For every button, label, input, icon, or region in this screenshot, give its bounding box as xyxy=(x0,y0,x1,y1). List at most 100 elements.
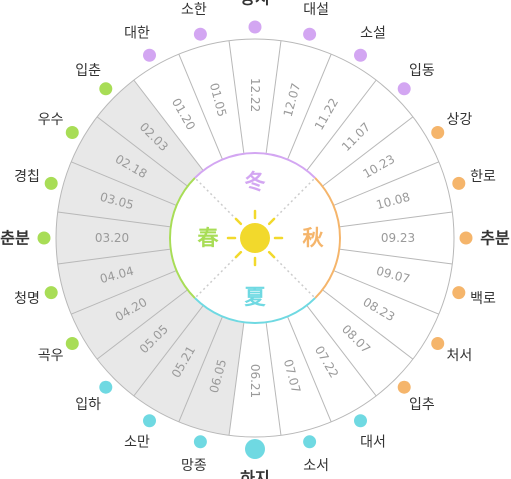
term-date: 01.05 xyxy=(207,81,229,118)
term-dot xyxy=(431,126,445,139)
term-dot xyxy=(354,414,367,428)
term-name: 입하 xyxy=(75,397,101,413)
autumn-arc xyxy=(314,177,341,299)
term-name: 춘분 xyxy=(0,229,30,248)
term-name: 청명 xyxy=(14,291,40,307)
term-dot-layer xyxy=(37,20,473,459)
term-dot xyxy=(431,337,445,350)
season-label-layer: 冬 春 秋 夏 xyxy=(198,170,325,309)
season-autumn-label: 秋 xyxy=(303,226,325,250)
shaded-sector xyxy=(57,161,177,227)
term-dot xyxy=(143,48,156,62)
sector-layer xyxy=(56,80,244,436)
sector-divider xyxy=(322,116,414,187)
term-date: 09.07 xyxy=(375,264,412,286)
shaded-sector xyxy=(57,249,177,315)
shaded-sector xyxy=(56,212,171,264)
shaded-sector xyxy=(178,316,244,436)
sun-icon xyxy=(226,209,284,267)
sun-core xyxy=(240,223,270,253)
summer-arc xyxy=(194,297,316,324)
term-name: 대설 xyxy=(303,2,329,18)
season-summer-label: 夏 xyxy=(245,285,267,309)
sector-divider xyxy=(339,211,453,228)
sector-divider xyxy=(228,322,245,436)
term-name: 우수 xyxy=(38,112,64,128)
sector-divider xyxy=(287,316,332,423)
term-date: 12.07 xyxy=(281,81,303,118)
shaded-sector xyxy=(97,80,204,187)
term-date: 11.22 xyxy=(312,96,341,133)
term-dot xyxy=(99,380,113,394)
term-dot xyxy=(143,414,156,428)
sector-divider xyxy=(306,79,377,171)
term-name: 망종 xyxy=(181,458,207,474)
shaded-sector xyxy=(133,305,223,422)
shaded-sector xyxy=(71,270,188,360)
term-dot xyxy=(397,380,411,394)
term-date: 07.07 xyxy=(281,358,303,395)
sector-divider xyxy=(70,270,177,315)
term-name: 대한 xyxy=(124,26,150,42)
sector-divider xyxy=(339,248,453,265)
sector-divider xyxy=(57,248,171,265)
sector-divider xyxy=(96,116,188,187)
sector-divider xyxy=(133,79,204,171)
sun-ray xyxy=(234,250,243,259)
term-dot xyxy=(354,48,367,62)
sector-divider xyxy=(228,40,245,154)
term-name: 상강 xyxy=(446,112,472,128)
sector-divider xyxy=(57,211,171,228)
term-name: 한로 xyxy=(470,169,496,185)
term-name: 곡우 xyxy=(38,348,64,364)
term-dot xyxy=(248,20,262,34)
term-name: 추분 xyxy=(480,229,510,248)
term-date: 03.20 xyxy=(95,231,129,245)
term-dot xyxy=(99,82,113,96)
term-date: 10.23 xyxy=(360,152,397,181)
term-name: 하지 xyxy=(240,469,269,479)
term-date: 12.22 xyxy=(248,78,262,112)
term-dot xyxy=(193,27,207,41)
spring-arc xyxy=(169,177,196,299)
sector-divider xyxy=(178,53,223,160)
sector-divider xyxy=(96,289,188,360)
term-date: 08.07 xyxy=(339,322,373,356)
shaded-sector xyxy=(71,116,188,206)
term-dot xyxy=(65,126,79,139)
term-dot xyxy=(44,176,58,190)
sector-divider xyxy=(287,53,332,160)
term-name: 동지 xyxy=(240,0,269,8)
term-dot xyxy=(37,231,51,245)
sector-divider xyxy=(70,161,177,206)
term-name: 대서 xyxy=(360,434,386,450)
term-date: 08.23 xyxy=(360,295,397,324)
term-dot xyxy=(303,27,317,41)
term-name: 입추 xyxy=(409,397,435,413)
sector-divider xyxy=(133,305,204,397)
season-spring-label: 春 xyxy=(198,226,220,250)
term-dot xyxy=(459,231,473,245)
sector-divider xyxy=(306,305,377,397)
term-date: 01.20 xyxy=(169,96,198,133)
term-name: 소한 xyxy=(181,2,207,18)
term-dot xyxy=(452,286,466,300)
term-date: 06.21 xyxy=(248,364,262,398)
term-dot xyxy=(44,286,58,300)
term-dot xyxy=(452,176,466,190)
term-dot xyxy=(193,435,207,449)
term-date: 11.07 xyxy=(339,120,373,154)
sector-divider xyxy=(265,322,282,436)
term-name: 소서 xyxy=(303,458,329,474)
term-dot xyxy=(303,435,317,449)
term-date: 09.23 xyxy=(381,231,415,245)
sector-divider xyxy=(333,270,440,315)
term-name: 경칩 xyxy=(14,169,40,185)
winter-arc xyxy=(194,152,316,179)
season-winter-label: 冬 xyxy=(245,170,266,194)
term-name: 백로 xyxy=(470,291,496,307)
term-name: 소만 xyxy=(124,434,150,450)
term-dot xyxy=(397,82,411,96)
term-date: 10.08 xyxy=(375,190,412,212)
